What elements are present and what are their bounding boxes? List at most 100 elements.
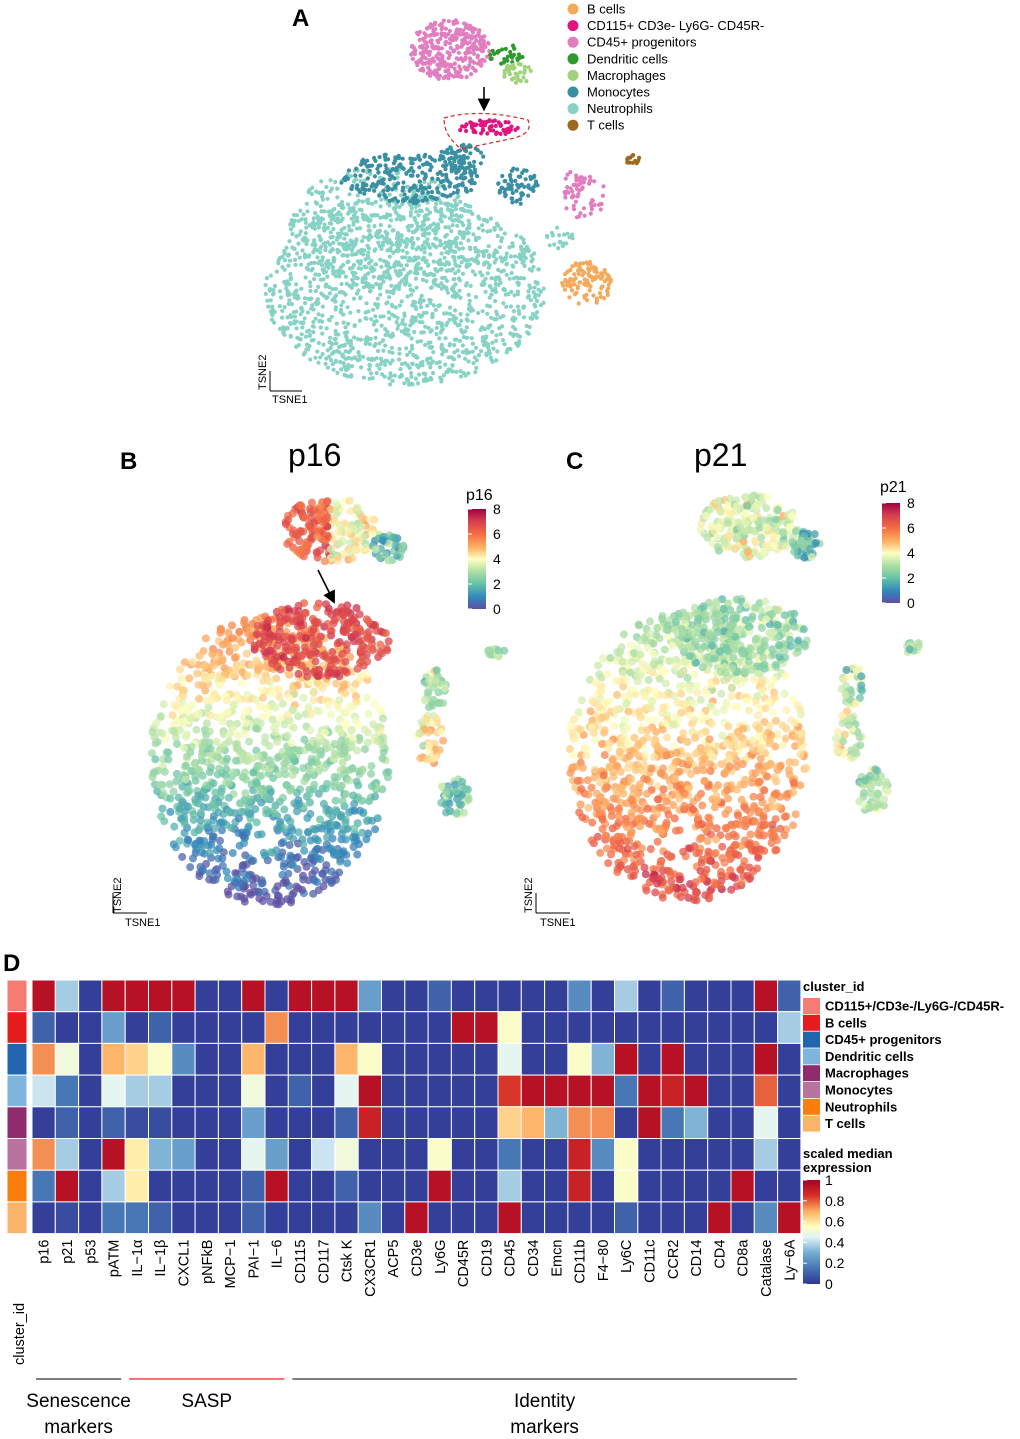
cell-point-a [470,43,475,48]
cell-point-a [472,355,477,360]
cell-point-a [476,353,482,358]
cell-point [437,728,446,736]
cell-point-a [333,274,339,279]
cell-point [358,652,367,661]
cell-point-a [480,35,485,40]
cell-point-a [588,211,593,216]
cell-point-a [466,306,471,312]
cell-point-a [453,282,458,287]
cell-point [175,836,184,845]
cell-point-a [588,178,593,183]
cell-point-a [333,328,338,334]
cell-point-a [319,194,325,199]
cell-point-a [401,180,406,185]
cell-point-a [569,288,575,293]
cell-point-a [464,317,469,322]
cell-point [267,760,276,769]
cell-point-a [410,43,415,49]
cell-point-a [565,231,570,236]
cell-point [240,729,249,738]
cell-point [308,614,317,623]
cell-point [312,706,321,715]
cell-point [253,762,262,770]
cell-point-a [565,185,570,190]
cell-point-a [630,160,635,165]
cell-point-a [384,166,389,171]
cell-point-a [518,235,524,240]
cell-point [354,781,363,790]
cell-point-a [458,128,463,133]
cell-point-a [306,347,311,352]
cell-point [189,854,197,863]
cell-point-a [444,250,449,255]
cell-point-a [348,310,353,315]
cell-point-a [410,242,416,247]
cell-point-a [482,260,487,265]
cell-point-a [395,199,400,204]
cell-point-a [516,341,522,347]
cell-point-a [516,282,521,287]
cell-point-a [366,309,371,314]
cell-point-a [430,359,435,365]
cell-point-a [390,378,395,383]
cell-point-a [320,313,325,318]
cell-point-a [510,190,515,196]
cell-point-a [426,272,432,277]
cell-point-a [430,176,435,181]
cell-point [341,667,350,676]
cell-point-a [378,257,383,262]
cell-point [452,787,461,796]
cell-point [191,795,200,804]
cell-point-a [382,154,388,159]
cell-point-a [329,213,334,218]
cell-point-a [599,276,604,281]
cell-point [219,818,228,827]
cell-point-a [392,167,398,172]
cell-point [289,684,298,693]
cell-point-a [475,55,480,60]
cell-point-a [446,19,451,24]
cell-point [432,714,441,723]
cell-point [350,630,359,639]
cell-point-a [438,217,443,222]
cell-point [288,509,297,518]
cell-point-a [400,202,405,207]
cell-point [743,502,752,510]
cell-point-a [510,62,515,67]
cell-point-a [597,291,603,296]
cell-point-a [347,266,353,271]
cell-point-a [455,323,460,328]
cell-point-a [427,33,433,38]
cell-point [241,719,250,727]
cell-point-a [451,21,456,26]
cell-point-a [468,204,473,209]
cell-point [790,541,799,550]
cell-point-a [448,45,453,51]
cell-point-a [557,233,562,238]
cell-point-a [425,225,430,230]
cell-point [160,767,169,776]
cell-point-a [371,322,376,327]
cell-point-a [422,217,427,223]
cell-point-a [410,230,415,235]
cell-point-a [437,23,442,28]
cell-point-a [367,367,372,372]
cell-point-a [445,151,450,156]
cell-point [184,836,193,845]
cell-point [458,777,467,786]
cell-point-a [431,259,436,264]
cell-point [212,846,221,855]
cell-point-a [420,61,425,66]
cell-point-a [296,343,301,348]
cell-point-a [507,72,513,77]
cell-point-a [390,350,395,355]
cell-point-a [425,237,430,242]
cell-point-a [473,272,478,277]
cell-point-a [511,309,516,314]
cell-point-a [473,345,479,350]
cell-point [327,867,336,876]
cell-point-a [296,218,301,223]
cell-point-a [412,157,418,162]
cell-point-a [339,343,344,348]
cell-point-a [595,274,601,279]
